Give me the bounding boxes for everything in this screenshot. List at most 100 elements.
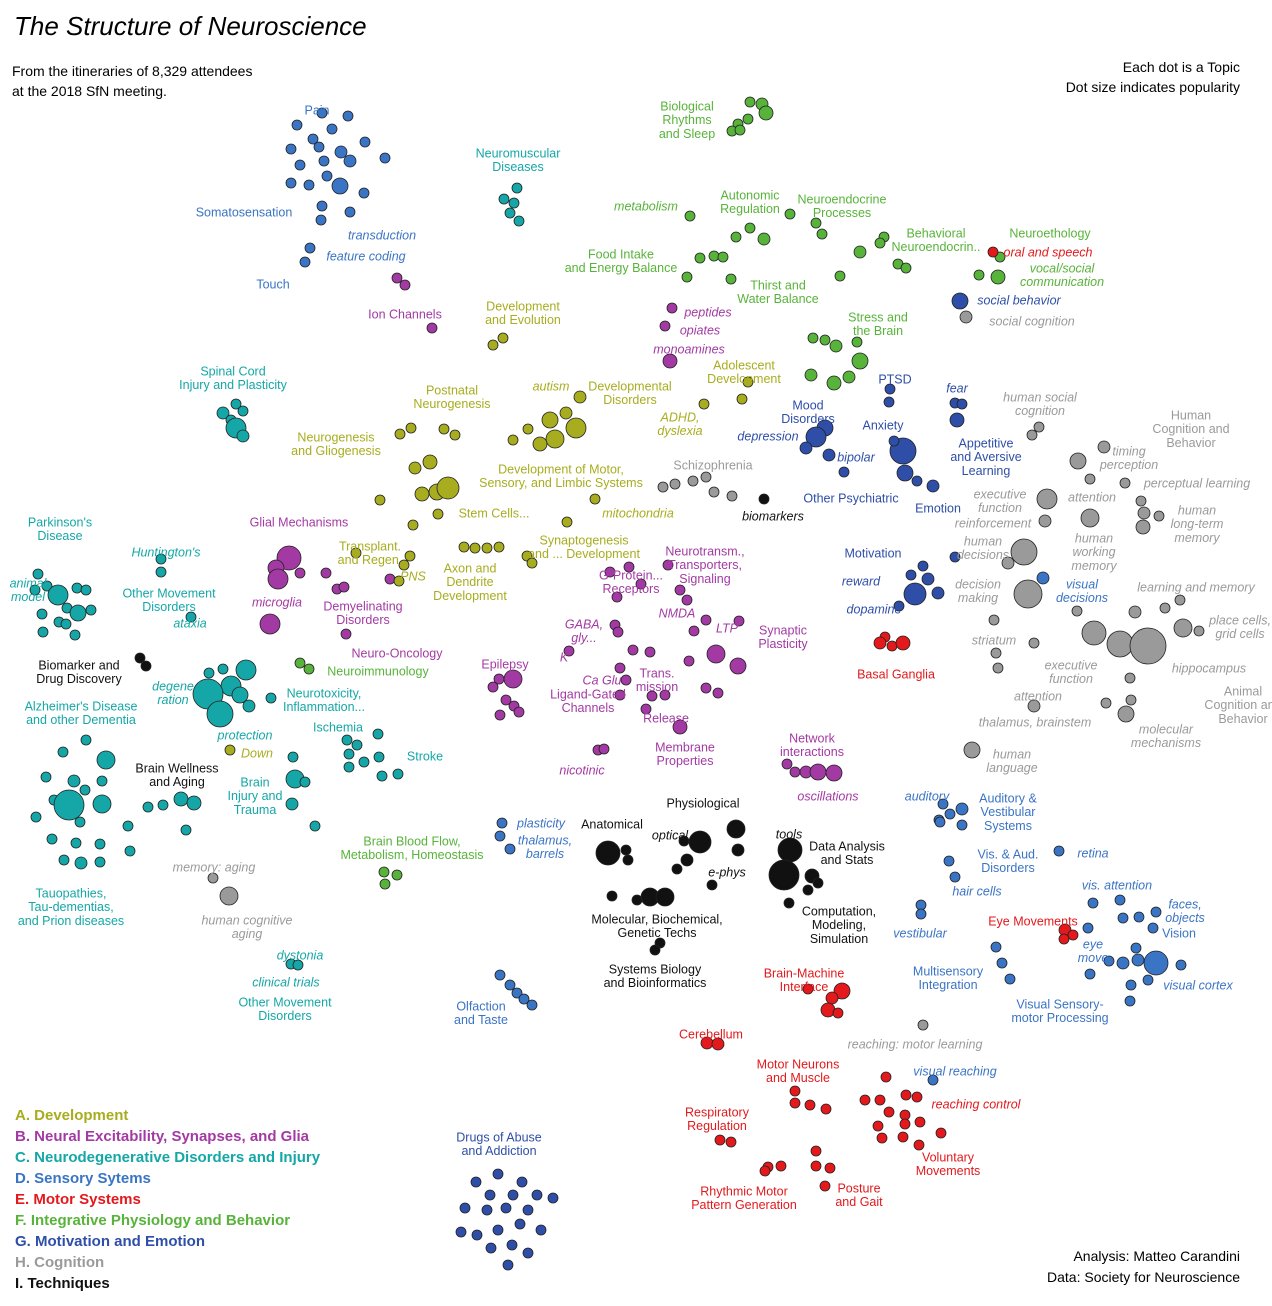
topic-dot (559, 406, 573, 420)
topic-dot (744, 96, 756, 108)
topic-dot (532, 436, 548, 452)
topic-dot (259, 613, 281, 635)
topic-dot (379, 152, 391, 164)
topic-label: monoamines (653, 342, 725, 356)
topic-dot (1001, 556, 1015, 570)
topic-dot (342, 110, 354, 122)
topic-dot (285, 797, 299, 811)
topic-dot (344, 206, 356, 218)
topic-label: timing perception (1099, 444, 1158, 472)
topic-dot (563, 645, 575, 657)
topic-dot (951, 292, 969, 310)
topic-dot (1028, 637, 1040, 649)
topic-dot (1013, 579, 1043, 609)
topic-label: Somatosensation (196, 205, 293, 219)
topic-label: Autonomic Regulation (720, 188, 780, 216)
topic-label: hippocampus (1172, 661, 1246, 675)
topic-dot (944, 808, 956, 820)
topic-dot (937, 798, 949, 810)
topic-dot (758, 105, 774, 121)
topic-dot (470, 1176, 482, 1188)
topic-dot (1124, 995, 1136, 1007)
topic-dot (820, 1002, 836, 1018)
topic-label: LTP (716, 621, 739, 635)
topic-dot (1117, 705, 1135, 723)
topic-dot (291, 119, 303, 131)
topic-label: oscillations (797, 789, 858, 803)
topic-label: Anxiety (863, 418, 905, 432)
topic-label: Stroke (407, 749, 443, 763)
topic-dot (708, 250, 720, 262)
topic-label: nicotinic (559, 763, 605, 777)
topic-label: thalamus, brainstem (979, 715, 1092, 729)
topic-dot (990, 269, 1006, 285)
topic-label: attention (1014, 689, 1062, 703)
topic-dot (458, 541, 470, 553)
topic-label: Motor Neurons and Muscle (757, 1057, 840, 1085)
topic-label: Touch (256, 277, 289, 291)
topic-dot (874, 237, 886, 249)
topic-dot (915, 899, 927, 911)
topic-dot (789, 1097, 801, 1109)
topic-dot (1137, 506, 1151, 520)
topic-dot (219, 886, 239, 906)
topic-dot (990, 647, 1002, 659)
topic-dot (644, 646, 656, 658)
topic-labels: Pain Somatosensation transduction feature c… (10, 99, 1272, 1212)
topic-dot (522, 1247, 534, 1259)
topic-label: Systems Biology and Bioinformatics (604, 962, 707, 990)
topic-dot (1128, 605, 1142, 619)
topic-label: human social cognition (1003, 390, 1078, 418)
topic-dot (1143, 950, 1169, 976)
topic-dot (917, 560, 929, 572)
topic-dot (666, 302, 678, 314)
topic-dot (730, 231, 742, 243)
topic-label: opiates (680, 323, 720, 337)
topic-label: K (560, 650, 569, 664)
topic-label: microglia (252, 595, 302, 609)
topic-label: Respiratory Regulation (685, 1105, 750, 1133)
topic-dot (706, 644, 726, 664)
topic-dot (807, 332, 819, 344)
topic-dot (775, 1160, 787, 1172)
topic-dot (230, 398, 242, 410)
topic-dot (340, 628, 352, 640)
topic-dot (996, 957, 1008, 969)
topic-dot (744, 222, 756, 234)
topic-dot (914, 1116, 926, 1128)
legend-item: H. Cognition (15, 1254, 104, 1271)
topic-label: Neurogenesis and Gliogenesis (291, 430, 381, 458)
topic-label: Rhythmic Motor Pattern Generation (691, 1184, 797, 1212)
topic-label: Membrane Properties (655, 740, 715, 768)
legend-item: B. Neural Excitability, Synapses, and Gl… (15, 1128, 310, 1145)
topic-dot (825, 764, 843, 782)
topic-dot (374, 494, 386, 506)
topic-dot (802, 983, 814, 995)
topic-dot (1097, 440, 1111, 454)
topic-label: Neuroethology (1009, 226, 1091, 240)
topic-label: Demyelinating Disorders (323, 599, 402, 627)
topic-dot (742, 113, 754, 125)
topic-dot (726, 819, 746, 839)
topic-dot (943, 855, 955, 867)
topic-dot (620, 674, 632, 686)
topic-dot (681, 271, 693, 283)
topic-dot (338, 581, 350, 593)
topic-dot (1033, 421, 1045, 433)
topic-dot (122, 820, 134, 832)
topic-label: reward (842, 574, 881, 588)
topic-label: Development of Motor, Sensory, and Limbic… (479, 462, 643, 490)
topic-dot (504, 979, 516, 991)
topic-label: Development and Evolution (485, 299, 561, 327)
topic-dot (927, 1074, 939, 1086)
topic-dot (888, 435, 900, 447)
topic-label: Axon and Dendrite Development (433, 561, 507, 603)
topic-dot (731, 843, 745, 857)
topic-dot (535, 1224, 547, 1236)
topic-dot (804, 1099, 816, 1111)
topic-dot (804, 368, 818, 382)
topic-dot (700, 682, 712, 694)
topic-dot (606, 890, 618, 902)
topic-dot (541, 411, 559, 429)
topic-dot (30, 811, 42, 823)
